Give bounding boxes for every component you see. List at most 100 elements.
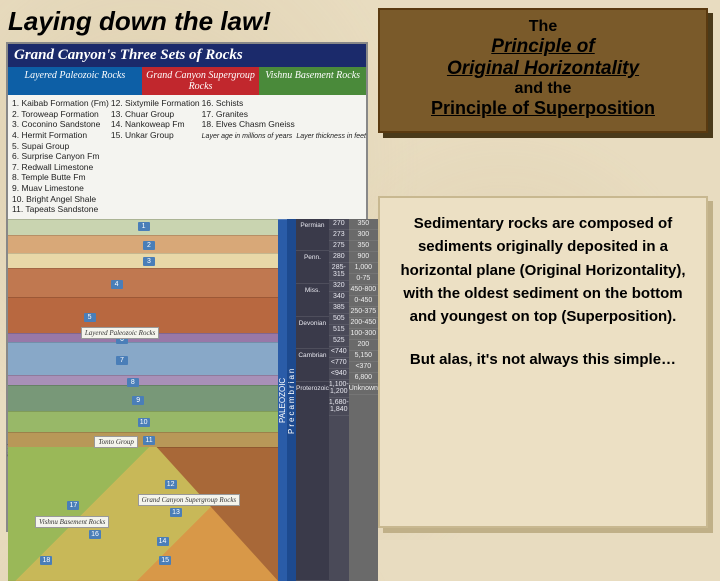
- region-callout: Grand Canyon Supergroup Rocks: [138, 494, 241, 506]
- age-cell: 320: [329, 281, 349, 292]
- principles-line-1: The: [529, 18, 557, 35]
- formation-list: 1. Kaibab Formation (Fm)2. Toroweap Form…: [8, 95, 366, 219]
- region-callout: Layered Paleozoic Rocks: [81, 327, 160, 339]
- region-callout: Tonto Group: [94, 436, 137, 448]
- formation-item: 12. Sixtymile Formation: [111, 98, 200, 109]
- formation-item: 17. Granites: [202, 109, 366, 120]
- time-scale: PALEOZOIC Precambrian PermianPenn.Miss.D…: [278, 219, 366, 581]
- thickness-cell: <370: [349, 362, 378, 373]
- formation-item: 10. Bright Angel Shale: [12, 194, 109, 205]
- thickness-cell: 900: [349, 252, 378, 263]
- thickness-cell: 6,800: [349, 373, 378, 384]
- subheader-paleozoic: Layered Paleozoic Rocks: [8, 67, 142, 95]
- period-cell: Proterozoic: [296, 382, 329, 581]
- thickness-cell: Unknown: [349, 384, 378, 395]
- thickness-cell: 0-450: [349, 296, 378, 307]
- explanation-p1: Sedimentary rocks are composed of sedime…: [394, 212, 692, 328]
- thickness-cell: 1,000: [349, 263, 378, 274]
- age-label: Layer age in millions of years: [202, 133, 293, 142]
- formation-item: 6. Surprise Canyon Fm: [12, 151, 109, 162]
- thickness-cell: 350: [349, 219, 378, 230]
- thickness-cell: 5,150: [349, 351, 378, 362]
- thickness-cell: 100-300: [349, 329, 378, 340]
- formation-item: 15. Unkar Group: [111, 130, 200, 141]
- age-cell: 340: [329, 292, 349, 303]
- formation-item: 14. Nankoweap Fm: [111, 119, 200, 130]
- geology-diagram: Grand Canyon's Three Sets of Rocks Layer…: [6, 42, 368, 532]
- age-cell: 275: [329, 241, 349, 252]
- formation-item: 5. Supai Group: [12, 141, 109, 152]
- explanation-p2: But alas, it's not always this simple…: [394, 348, 692, 371]
- age-cell: <770: [329, 358, 349, 369]
- formation-item: 2. Toroweap Formation: [12, 109, 109, 120]
- formation-item: 4. Hermit Formation: [12, 130, 109, 141]
- layer-number-marker: 2: [143, 241, 155, 250]
- age-cell: 505: [329, 314, 349, 325]
- period-cell: Penn.: [296, 251, 329, 284]
- formation-col-1: 1. Kaibab Formation (Fm)2. Toroweap Form…: [12, 98, 109, 215]
- layer-number-marker: 12: [165, 480, 177, 489]
- era-precambrian: Precambrian: [287, 219, 296, 581]
- thickness-cell: 200: [349, 340, 378, 351]
- layer-number-marker: 3: [143, 257, 155, 266]
- age-cell: <940: [329, 369, 349, 380]
- age-cell: 280: [329, 252, 349, 263]
- layer-number-marker: 17: [67, 501, 79, 510]
- layer-number-marker: 4: [111, 280, 123, 289]
- formation-item: 1. Kaibab Formation (Fm): [12, 98, 109, 109]
- rock-layer: [8, 375, 278, 386]
- subheader-supergroup: Grand Canyon Supergroup Rocks: [142, 67, 260, 95]
- formation-col-3: 16. Schists17. Granites18. Elves Chasm G…: [202, 98, 366, 215]
- age-column: 270273275280285-315320340385505515525<74…: [329, 219, 349, 581]
- period-cell: Cambrian: [296, 349, 329, 382]
- age-cell: 1,680-1,840: [329, 398, 349, 416]
- thickness-cell: 0-75: [349, 274, 378, 285]
- era-paleozoic: PALEOZOIC: [278, 219, 287, 581]
- period-cell: Permian: [296, 219, 329, 252]
- diagram-subheader-row: Layered Paleozoic Rocks Grand Canyon Sup…: [8, 67, 366, 95]
- thickness-cell: 200-450: [349, 318, 378, 329]
- principles-line-3: Original Horizontality: [388, 58, 698, 80]
- period-cell: Miss.: [296, 284, 329, 317]
- formation-item: 13. Chuar Group: [111, 109, 200, 120]
- period-column: PermianPenn.Miss.DevonianCambrianProtero…: [296, 219, 329, 581]
- subheader-vishnu: Vishnu Basement Rocks: [259, 67, 366, 95]
- formation-item: 16. Schists: [202, 98, 366, 109]
- thickness-column: 3503003509001,0000-75450-8000-450250-375…: [349, 219, 378, 581]
- age-cell: 273: [329, 230, 349, 241]
- principles-line-5: Principle of Superposition: [388, 98, 698, 119]
- layer-number-marker: 14: [157, 537, 169, 546]
- layer-number-marker: 16: [89, 530, 101, 539]
- thickness-cell: 250-375: [349, 307, 378, 318]
- age-cell: 1,100-1,200: [329, 380, 349, 398]
- principles-line-4: and the: [515, 80, 572, 97]
- layer-number-marker: 15: [159, 556, 171, 565]
- age-cell: 515: [329, 325, 349, 336]
- formation-item: 3. Coconino Sandstone: [12, 119, 109, 130]
- layer-number-marker: 5: [84, 313, 96, 322]
- era-column: PALEOZOIC Precambrian: [278, 219, 296, 581]
- diagram-header: Grand Canyon's Three Sets of Rocks: [8, 44, 366, 67]
- rock-layer: [8, 268, 278, 297]
- rock-layer: [8, 342, 278, 375]
- formation-item: 18. Elves Chasm Gneiss: [202, 119, 366, 130]
- age-cell: <740: [329, 347, 349, 358]
- layer-number-marker: 11: [143, 436, 155, 445]
- strata-column: The Great Unconformity 12345678910111213…: [8, 219, 278, 581]
- formation-item: 7. Redwall Limestone: [12, 162, 109, 173]
- age-cell: 270: [329, 219, 349, 230]
- layer-number-marker: 1: [138, 222, 150, 231]
- cross-section: The Great Unconformity 12345678910111213…: [8, 219, 366, 581]
- region-callout: Vishnu Basement Rocks: [35, 516, 109, 528]
- age-cell: 385: [329, 303, 349, 314]
- thickness-label: Layer thickness in feet: [296, 133, 366, 142]
- formation-item: 11. Tapeats Sandstone: [12, 204, 109, 215]
- formation-col-2: 12. Sixtymile Formation13. Chuar Group14…: [111, 98, 200, 215]
- principles-line-2: Principle of: [388, 36, 698, 58]
- layer-number-marker: 9: [132, 396, 144, 405]
- age-cell: 285-315: [329, 263, 349, 281]
- formation-item: 9. Muav Limestone: [12, 183, 109, 194]
- slide-title: Laying down the law!: [8, 6, 271, 37]
- explanation-box: Sedimentary rocks are composed of sedime…: [378, 196, 708, 528]
- principles-box: The Principle of Original Horizontality …: [378, 8, 708, 133]
